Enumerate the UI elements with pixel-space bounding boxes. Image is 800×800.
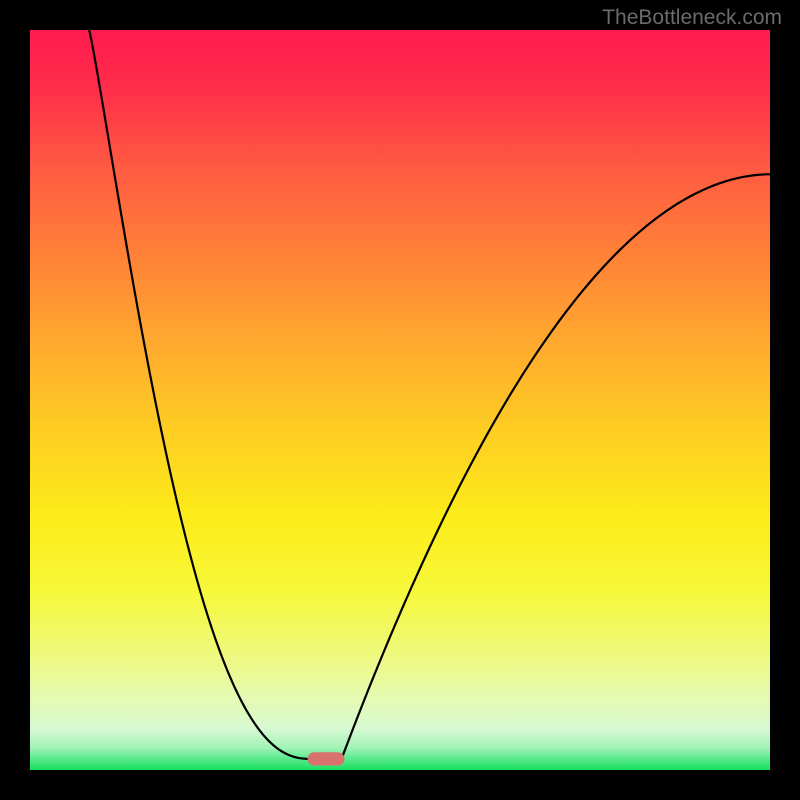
bottleneck-curve-chart: [0, 0, 800, 800]
chart-container: TheBottleneck.com: [0, 0, 800, 800]
minimum-marker: [308, 752, 345, 765]
plot-gradient-background: [30, 30, 770, 770]
